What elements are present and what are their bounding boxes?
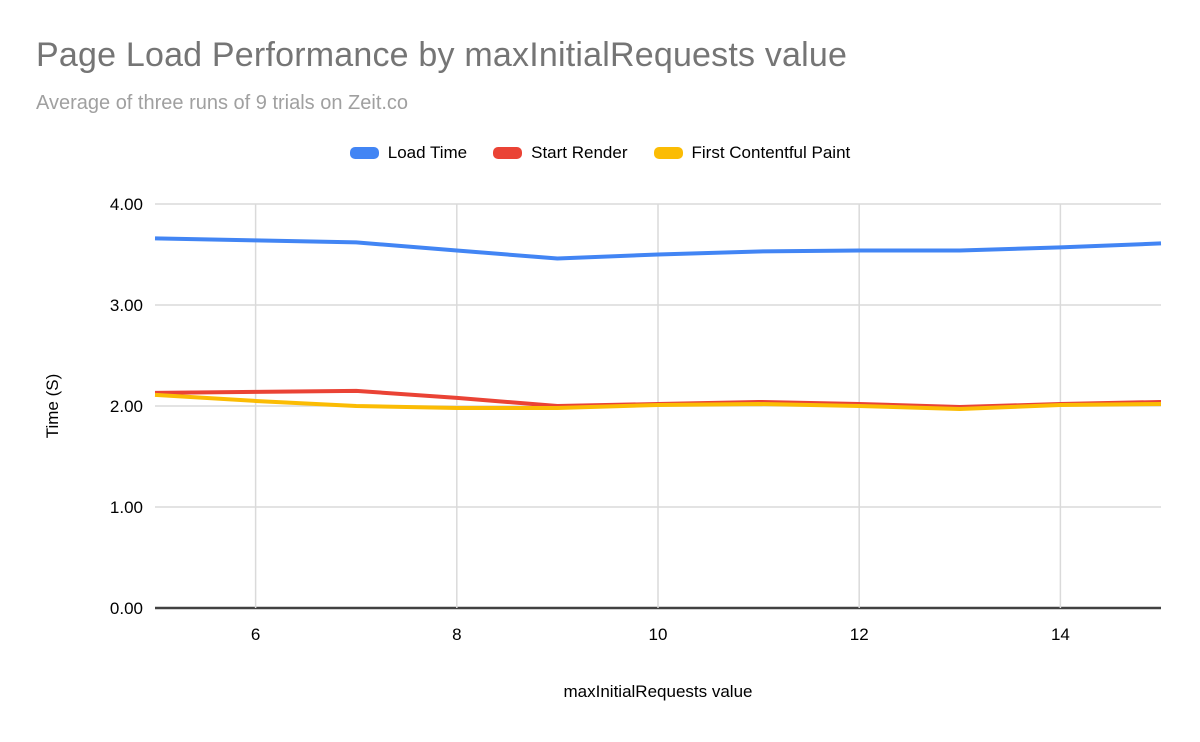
series-line-load-time: [154, 236, 1162, 261]
legend-swatch-first-contentful-paint: [653, 147, 683, 159]
legend-label: Load Time: [387, 143, 468, 162]
y-axis-title: Time (S): [43, 374, 62, 439]
legend-item-start-render: Start Render: [493, 143, 628, 163]
x-tick-label: 6: [251, 625, 260, 644]
x-tick-label: 10: [649, 625, 668, 644]
legend-label: Start Render: [531, 143, 628, 162]
x-tick-label: 8: [452, 625, 461, 644]
legend-swatch-load-time: [349, 147, 379, 159]
x-tick-label: 12: [850, 625, 869, 644]
legend-item-first-contentful-paint: First Contentful Paint: [653, 143, 851, 163]
y-tick-label: 0.00: [110, 599, 143, 618]
axis-label-layer: 0.00 1.00 2.00 3.00 4.00 6 8 10 12 14: [110, 195, 1070, 644]
chart-title: Page Load Performance by maxInitialReque…: [36, 36, 848, 74]
x-tick-label: 14: [1051, 625, 1070, 644]
legend-swatch-start-render: [493, 147, 523, 159]
y-tick-label: 2.00: [110, 397, 143, 416]
y-tick-label: 3.00: [110, 296, 143, 315]
series-line-first-contentful-paint: [154, 392, 1162, 412]
legend: Load Time Start Render First Contentful Pa…: [0, 143, 1200, 163]
legend-label: First Contentful Paint: [691, 143, 851, 162]
chart-subtitle: Average of three runs of 9 trials on Zei…: [36, 92, 409, 114]
x-axis-title: maxInitialRequests value: [564, 682, 753, 701]
series-layer: [154, 236, 1162, 412]
y-tick-label: 4.00: [110, 195, 143, 214]
y-tick-label: 1.00: [110, 498, 143, 517]
legend-item-load-time: Load Time: [349, 143, 468, 163]
